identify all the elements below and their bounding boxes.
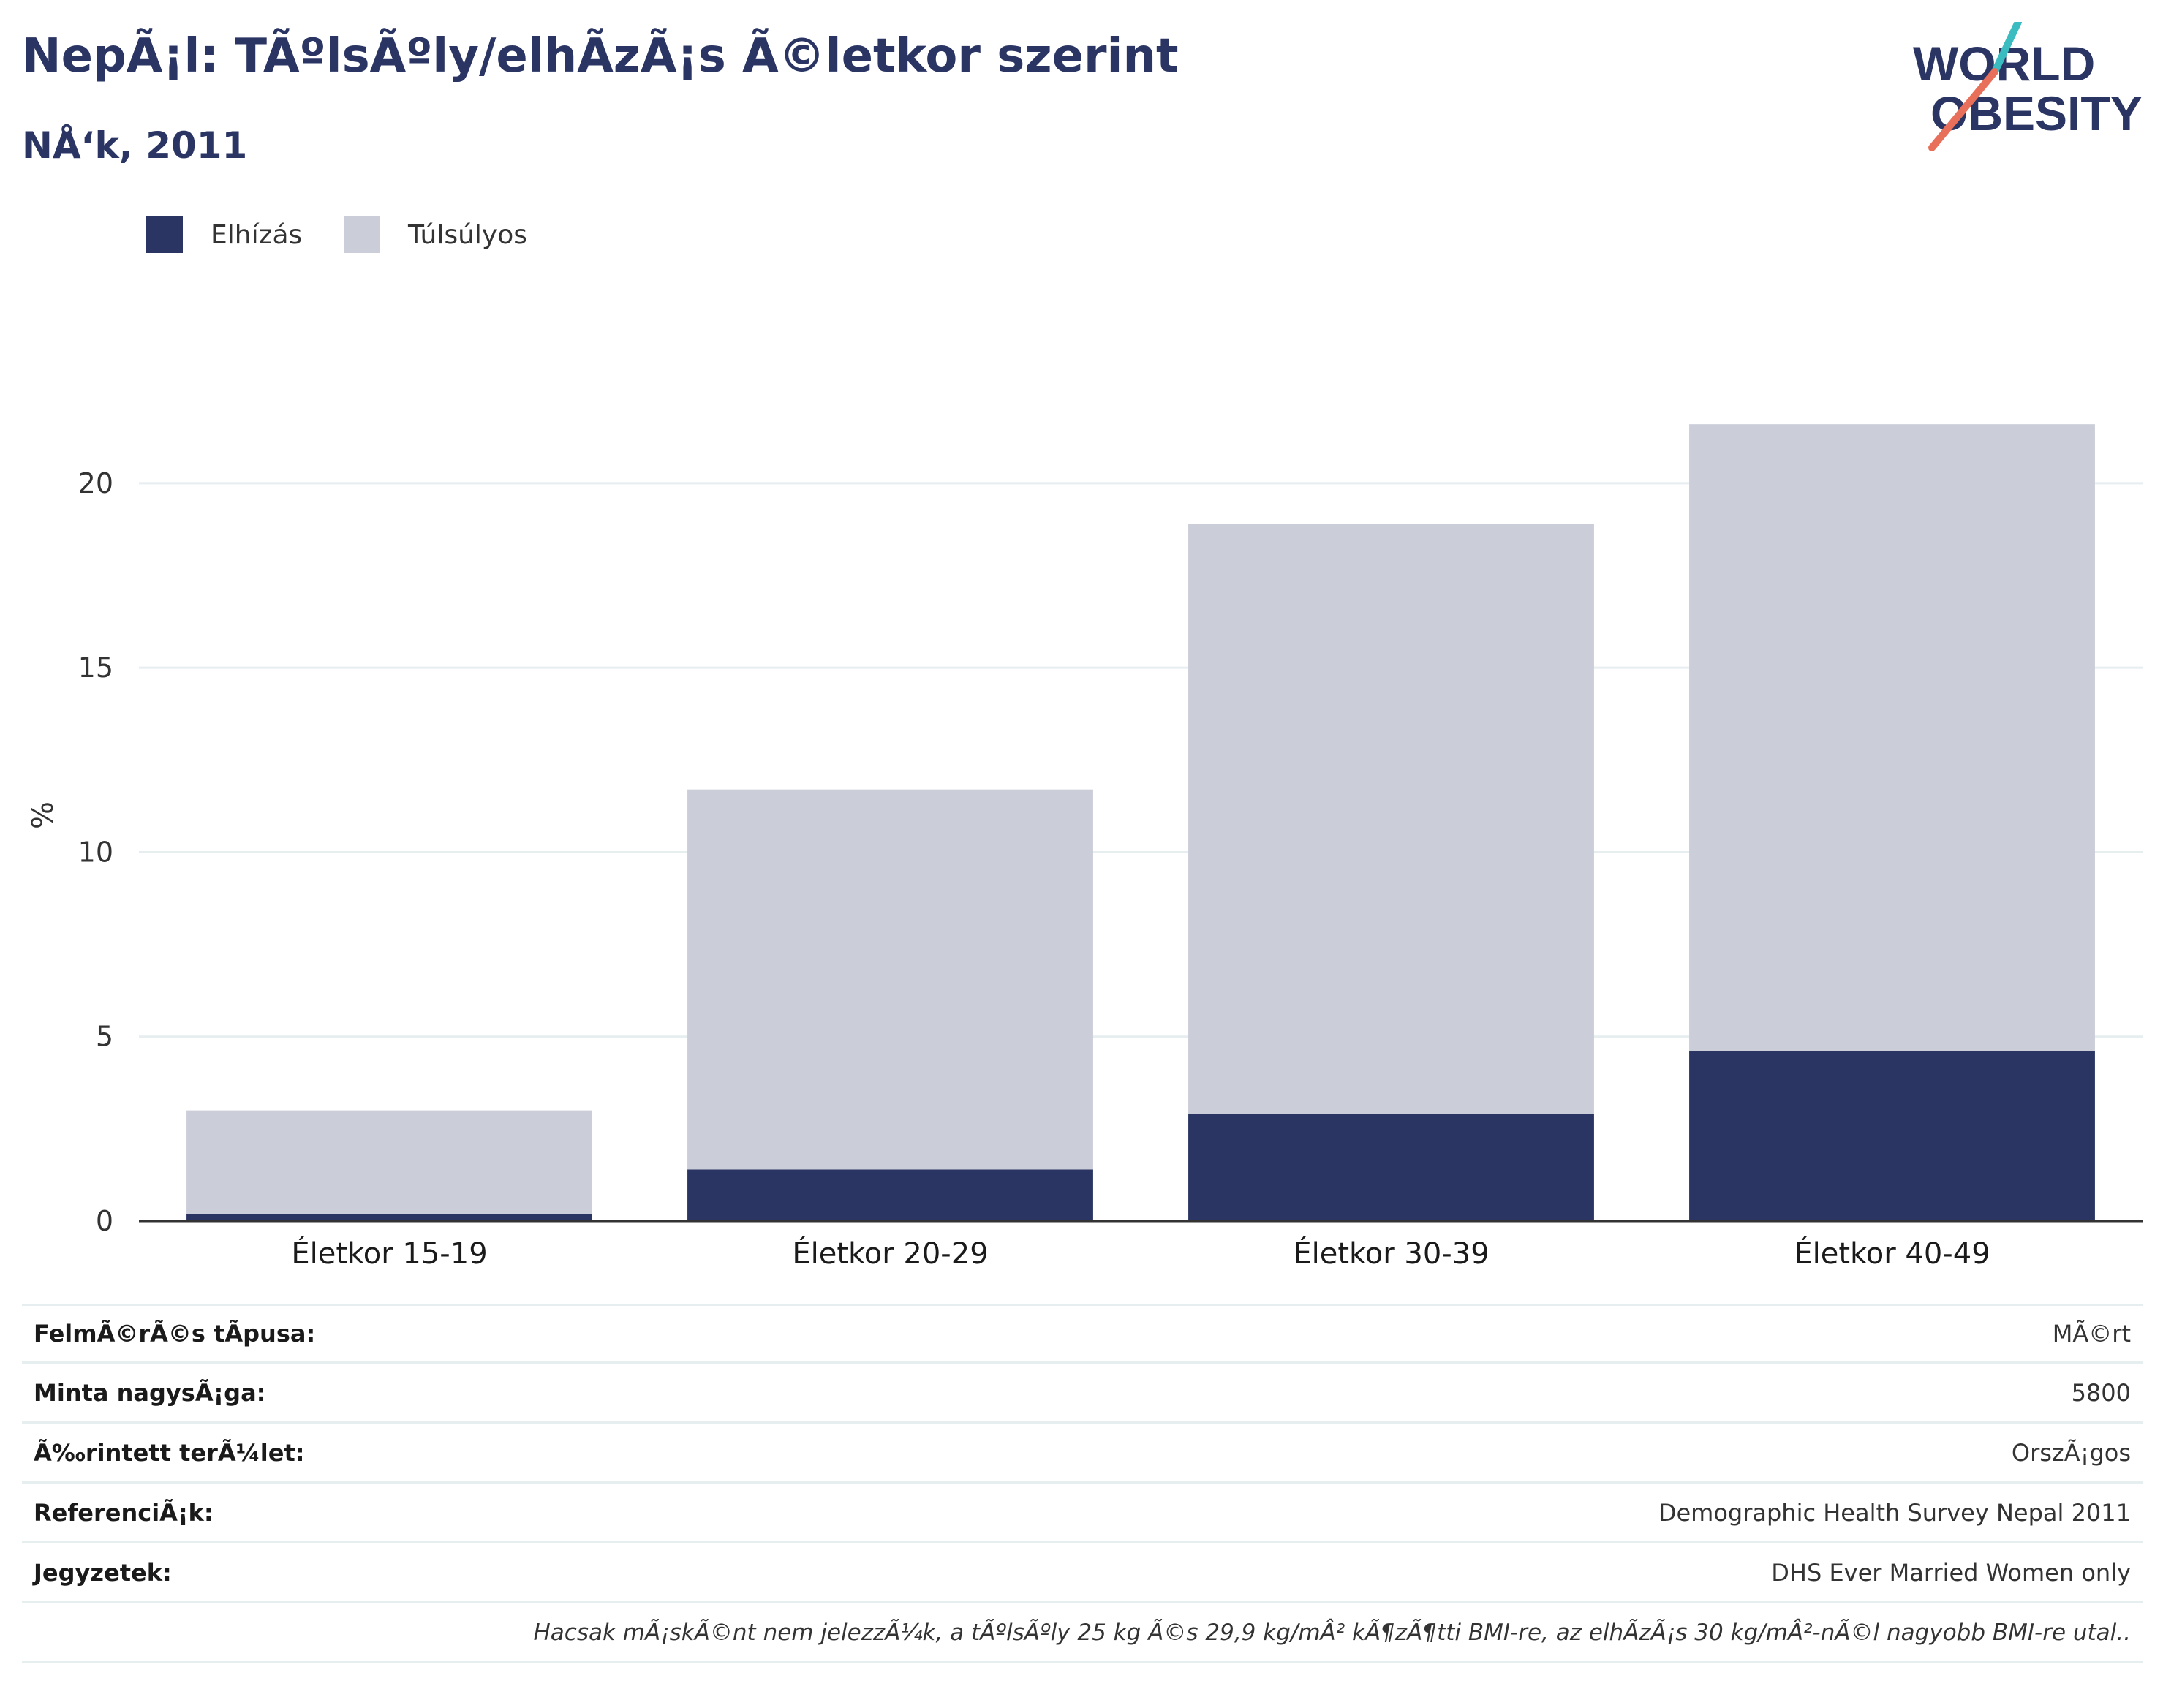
legend-item-elhizas[interactable]: Elhízás: [146, 216, 302, 253]
x-tick-label: Életkor 40-49: [1794, 1236, 1990, 1271]
y-tick-label: 10: [78, 836, 113, 868]
info-row-references: ReferenciÃ¡k: Demographic Health Survey …: [22, 1484, 2143, 1543]
info-row-survey-type: FelmÃ©rÃ©s tÃ­pusa: MÃ©rt: [22, 1304, 2143, 1364]
bar-elhizas: [1689, 1051, 2095, 1221]
x-tick-label: Életkor 20-29: [792, 1236, 988, 1271]
y-axis-label: %: [26, 801, 60, 829]
world-obesity-logo: WORLD OBESITY: [1913, 22, 2143, 151]
y-tick-label: 5: [96, 1021, 113, 1053]
legend-swatch-elhizas: [146, 216, 183, 253]
legend-item-tulsulyos[interactable]: Túlsúlyos: [344, 216, 527, 253]
bar-elhizas: [687, 1169, 1093, 1221]
logo-slash-coral: [1928, 68, 1998, 151]
bar-tulsulyos: [1689, 424, 2095, 1051]
logo-slash-teal: [1991, 22, 2022, 75]
legend-swatch-tulsulyos: [344, 216, 380, 253]
info-value: Demographic Health Survey Nepal 2011: [1658, 1498, 2131, 1527]
info-key: FelmÃ©rÃ©s tÃ­pusa:: [34, 1320, 316, 1348]
footnote: Hacsak mÃ¡skÃ©nt nem jelezzÃ¼k, a tÃºlsÃ…: [533, 1619, 2131, 1646]
info-table: FelmÃ©rÃ©s tÃ­pusa: MÃ©rt Minta nagysÃ¡g…: [22, 1304, 2143, 1663]
info-key: ReferenciÃ¡k:: [34, 1498, 214, 1527]
info-key: Jegyzetek:: [34, 1558, 172, 1587]
bar-elhizas: [186, 1213, 592, 1221]
bar-tulsulyos: [687, 789, 1093, 1170]
legend-label-elhizas: Elhízás: [211, 219, 303, 250]
info-row-sample-size: Minta nagysÃ¡ga: 5800: [22, 1364, 2143, 1424]
y-tick-label: 20: [78, 467, 113, 499]
y-tick-label: 15: [78, 651, 113, 684]
legend-label-tulsulyos: Túlsúlyos: [408, 219, 528, 250]
info-value: MÃ©rt: [2052, 1320, 2131, 1348]
bar-tulsulyos: [1188, 524, 1594, 1114]
info-row-area: Ã‰rintett terÃ¼let: OrszÃ¡gos: [22, 1424, 2143, 1484]
bar-tulsulyos: [186, 1110, 592, 1214]
x-tick-label: Életkor 30-39: [1293, 1236, 1489, 1271]
chart-title: NepÃ¡l: TÃºlsÃºly/elhÃ­zÃ¡s Ã©letkor sze…: [22, 29, 1179, 83]
info-value: OrszÃ¡gos: [2011, 1438, 2131, 1467]
bar-elhizas: [1188, 1114, 1594, 1221]
chart-subtitle: NÅ‘k, 2011: [22, 124, 248, 167]
logo-line-2: OBESITY: [1930, 86, 2143, 140]
info-key: Ã‰rintett terÃ¼let:: [34, 1438, 305, 1467]
x-tick-label: Életkor 15-19: [291, 1236, 487, 1271]
info-value: 5800: [2071, 1378, 2131, 1407]
y-tick-label: 0: [96, 1205, 113, 1237]
bar-chart: 0 5 10 15 20% Életkor 15-19 Életkor 20-29 Életk…: [26, 424, 2143, 1271]
info-row-footnote: Hacsak mÃ¡skÃ©nt nem jelezzÃ¼k, a tÃºlsÃ…: [22, 1603, 2143, 1663]
info-row-notes: Jegyzetek: DHS Ever Married Women only: [22, 1543, 2143, 1603]
info-value: DHS Ever Married Women only: [1771, 1558, 2131, 1587]
info-key: Minta nagysÃ¡ga:: [34, 1378, 266, 1407]
